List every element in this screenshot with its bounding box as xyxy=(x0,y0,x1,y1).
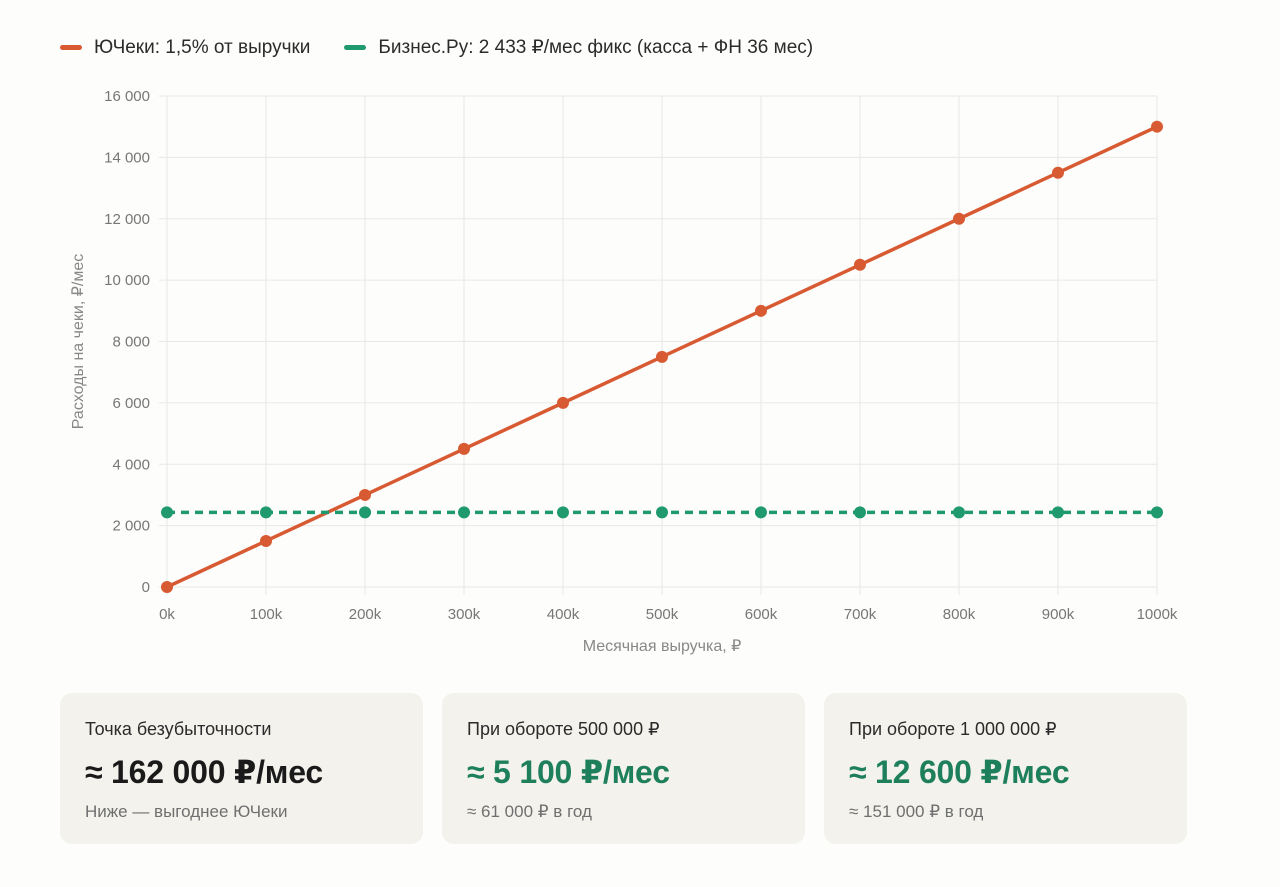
x-tick-label: 1000k xyxy=(1137,606,1178,623)
card-value: ≈ 162 000 ₽/мес xyxy=(85,754,324,790)
y-tick-label: 16 000 xyxy=(104,88,150,105)
card-note: ≈ 151 000 ₽ в год xyxy=(849,802,984,821)
series-1-point xyxy=(557,506,569,519)
x-tick-label: 400k xyxy=(547,606,580,623)
series-0-point xyxy=(458,442,470,455)
legend-item-biznesru[interactable]: Бизнес.Ру: 2 433 ₽/мес фикс (касса + ФН … xyxy=(344,36,813,59)
x-tick-label: 900k xyxy=(1042,606,1075,623)
card-break-even: Точка безубыточности ≈ 162 000 ₽/мес Ниж… xyxy=(60,693,423,844)
card-value: ≈ 12 600 ₽/мес xyxy=(849,754,1070,790)
legend-swatch-biznesru xyxy=(344,45,367,50)
series-1-point xyxy=(161,506,173,519)
y-tick-label: 4 000 xyxy=(112,456,150,473)
series-1-point xyxy=(260,506,272,519)
x-tick-label: 800k xyxy=(943,606,976,623)
card-value: ≈ 5 100 ₽/мес xyxy=(467,754,670,790)
y-axis-title: Расходы на чеки, ₽/мес xyxy=(70,254,87,429)
card-500k: При обороте 500 000 ₽ ≈ 5 100 ₽/мес ≈ 61… xyxy=(442,693,805,844)
x-axis-title: Месячная выручка, ₽ xyxy=(583,638,742,655)
y-tick-label: 8 000 xyxy=(112,334,150,351)
y-tick-label: 6 000 xyxy=(112,395,150,412)
y-tick-label: 14 000 xyxy=(104,149,150,166)
x-tick-label: 700k xyxy=(844,606,877,623)
series-1-point xyxy=(755,506,767,519)
card-label: При обороте 1 000 000 ₽ xyxy=(849,719,1057,739)
chart-legend: ЮЧеки: 1,5% от выручки Бизнес.Ру: 2 433 … xyxy=(60,36,813,59)
series-0-point xyxy=(359,488,371,501)
card-label: При обороте 500 000 ₽ xyxy=(467,719,660,739)
series-0-point xyxy=(854,258,866,271)
x-tick-label: 200k xyxy=(349,606,382,623)
cost-chart: 0 2 000 4 000 6 000 8 000 10 000 12 000 14 000 1… xyxy=(70,88,1178,655)
series-0-point xyxy=(557,396,569,409)
card-label: Точка безубыточности xyxy=(85,719,272,739)
series-0-point xyxy=(755,304,767,317)
x-tick-label: 300k xyxy=(448,606,481,623)
series-1-point xyxy=(656,506,668,519)
summary-cards: Точка безубыточности ≈ 162 000 ₽/мес Ниж… xyxy=(60,693,1187,844)
series-1-point xyxy=(854,506,866,519)
card-note: Ниже — выгоднее ЮЧеки xyxy=(85,802,288,821)
x-tick-label: 0k xyxy=(159,606,175,623)
y-tick-label: 10 000 xyxy=(104,272,150,289)
x-tick-label: 100k xyxy=(250,606,283,623)
series-0-point xyxy=(953,212,965,225)
series-0-point xyxy=(656,350,668,363)
y-tick-label: 2 000 xyxy=(112,518,150,535)
series-1-point xyxy=(1151,506,1163,519)
series-1-point xyxy=(953,506,965,519)
card-note: ≈ 61 000 ₽ в год xyxy=(467,802,592,821)
series-0-point xyxy=(161,581,173,593)
series-1-point xyxy=(1052,506,1064,519)
series-0-point xyxy=(1052,166,1064,179)
series-0-point xyxy=(1151,120,1163,133)
legend-item-yucheki[interactable]: ЮЧеки: 1,5% от выручки xyxy=(60,36,310,59)
legend-swatch-yucheki xyxy=(60,45,82,50)
series-0-point xyxy=(260,534,272,547)
y-tick-label: 0 xyxy=(142,579,150,596)
legend-label-yucheki: ЮЧеки: 1,5% от выручки xyxy=(94,36,311,58)
card-1m: При обороте 1 000 000 ₽ ≈ 12 600 ₽/мес ≈… xyxy=(824,693,1187,844)
y-tick-label: 12 000 xyxy=(104,211,150,228)
series-1-point xyxy=(458,506,470,519)
legend-label-biznesru: Бизнес.Ру: 2 433 ₽/мес фикс (касса + ФН … xyxy=(378,37,814,58)
x-tick-label: 600k xyxy=(745,606,778,623)
series-1-point xyxy=(359,506,371,519)
x-tick-label: 500k xyxy=(646,606,679,623)
